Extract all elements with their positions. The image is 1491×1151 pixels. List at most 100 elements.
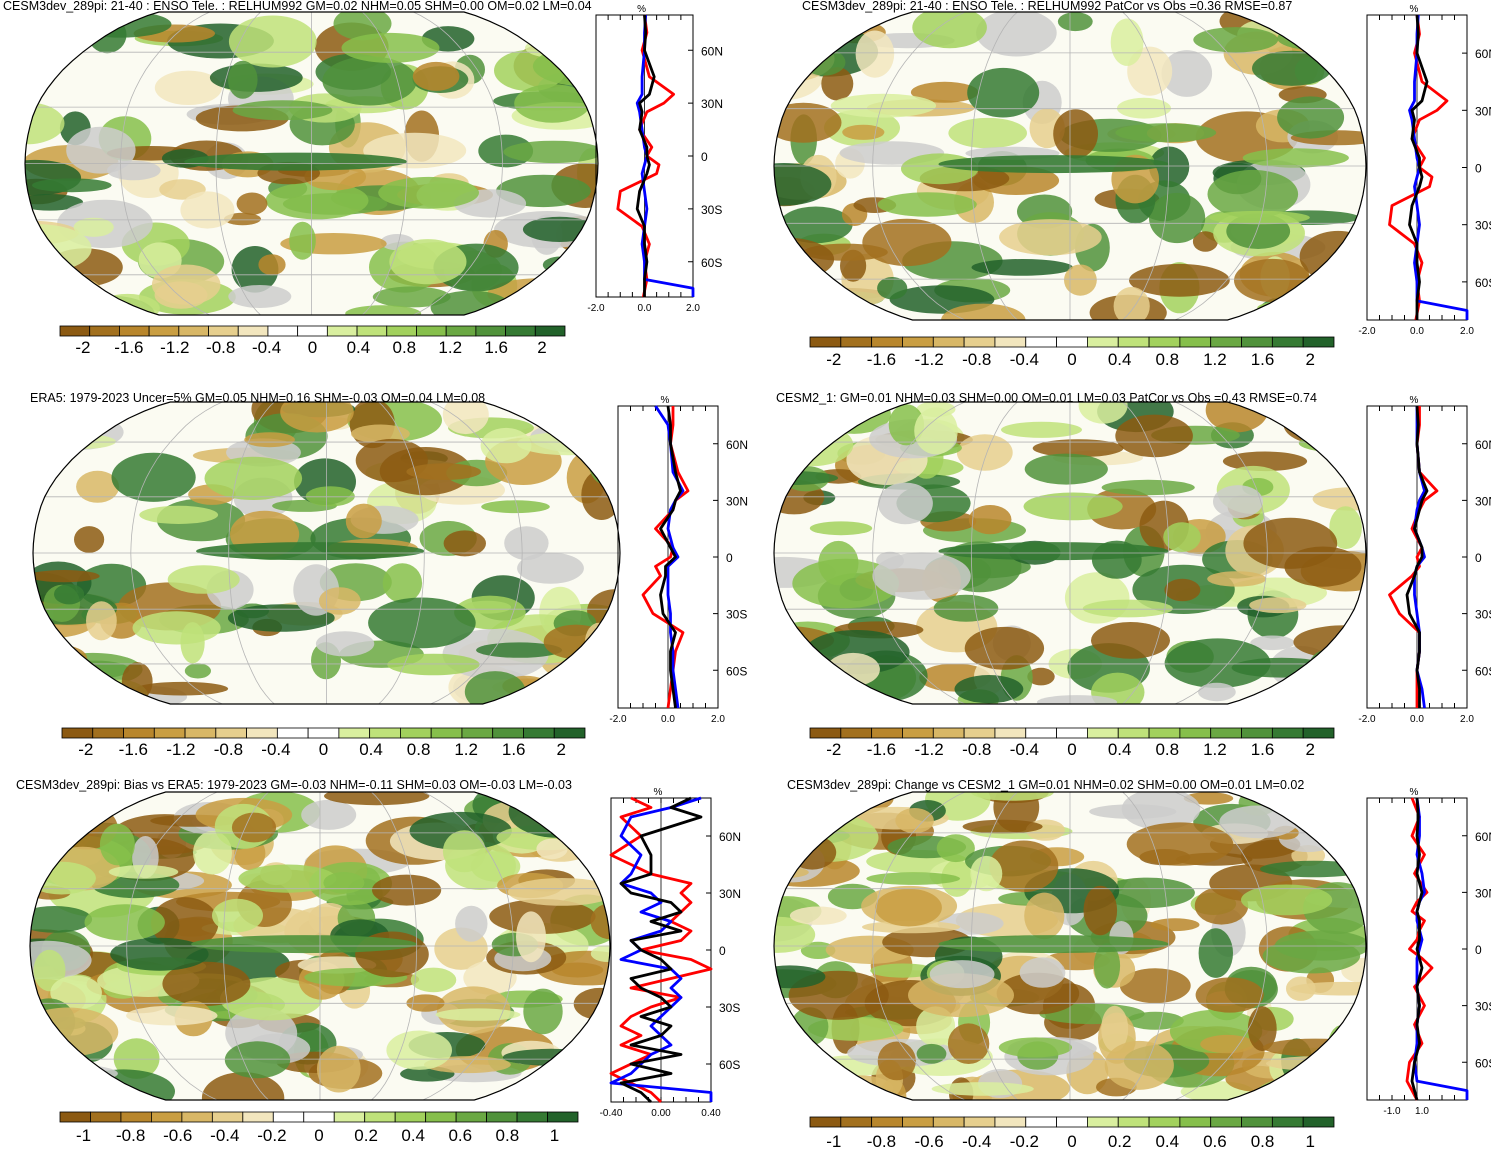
field-blob: [27, 12, 102, 45]
field-blob: [1104, 1040, 1174, 1090]
colorbar-box: [902, 727, 934, 739]
graticule-lon: [1122, 402, 1170, 704]
profile-lat-label: 30N: [1475, 104, 1491, 118]
colorbar-tick-label: 1.2: [1203, 740, 1227, 759]
field-blob: [908, 973, 1014, 1018]
field-blob: [525, 36, 598, 60]
colorbar-box: [505, 325, 536, 337]
field-blob: [30, 796, 66, 814]
field-blob: [35, 1065, 118, 1082]
field-blob: [1078, 402, 1128, 424]
field-blob: [74, 526, 105, 553]
field-blob: [774, 12, 802, 46]
field-blob: [789, 906, 847, 925]
colorbar-box: [148, 325, 180, 337]
colorbar-tick-label: 1.6: [484, 338, 508, 357]
field-blob: [33, 570, 100, 583]
field-blob: [30, 1007, 119, 1057]
field-blob: [151, 264, 221, 305]
field-blob: [136, 681, 229, 696]
field-blob: [305, 486, 355, 507]
field-blob: [84, 904, 165, 941]
colorbar-box: [1025, 727, 1057, 739]
colorbar: -1 -0.8 -0.6 -0.4 -0.2 0 0.2 0.4 0.6 0.8 1: [59, 1111, 579, 1145]
colorbar-tick-label: 0.4: [401, 1126, 425, 1145]
colorbar-tick-label: -0.4: [252, 338, 281, 357]
field-blob: [481, 500, 550, 514]
field-blob: [72, 1069, 175, 1100]
field-blob: [86, 601, 117, 641]
field-blob: [1192, 231, 1218, 252]
field-blob: [954, 675, 1024, 704]
colorbar-tick-label: -2: [826, 740, 841, 759]
map-outline: [24, 11, 599, 316]
field-blob: [1082, 599, 1173, 618]
field-blob: [455, 905, 488, 942]
field-blob: [774, 33, 797, 84]
field-blob: [581, 469, 620, 520]
field-blob: [559, 279, 598, 295]
panel-e: CESM3dev_289pi: Bias vs ERA5: 1979-2023 …: [16, 778, 741, 1145]
colorbar-tick-label: -2: [78, 740, 93, 759]
graticule-lon: [228, 402, 275, 704]
colorbar-box: [445, 325, 477, 337]
field-blob: [382, 563, 423, 603]
field-blob: [776, 1061, 820, 1100]
field-blob: [324, 792, 430, 806]
field-blob: [912, 12, 987, 49]
field-blob: [579, 439, 620, 460]
colorbar-tick-label: 0.4: [359, 740, 383, 759]
profile-series-line: [619, 796, 703, 1104]
field-blob: [1195, 977, 1264, 1013]
field-blob: [504, 526, 549, 560]
colorbar-box: [307, 727, 340, 739]
field-blob: [774, 163, 832, 206]
field-blob: [184, 663, 211, 679]
map-outline: [32, 401, 621, 705]
field-blob: [792, 558, 900, 609]
field-blob: [1198, 928, 1234, 978]
field-blob: [774, 28, 791, 43]
field-blob: [877, 482, 933, 525]
field-blob: [914, 407, 958, 455]
profile-x-label: 0.0: [638, 303, 652, 314]
colorbar-tick-label: 0.8: [496, 1126, 520, 1145]
field-blob: [1126, 1011, 1184, 1030]
zonal-profile: % -2.0 0.0 2.0 60N 30N 0 30S 60S: [1358, 4, 1491, 337]
colorbar-box: [963, 727, 996, 739]
field-blob: [1222, 451, 1308, 472]
colorbar-box: [523, 727, 555, 739]
colorbar-tick-label: -0.4: [210, 1126, 239, 1145]
field-blob: [1129, 263, 1230, 297]
profile-lat-label: 30N: [701, 97, 723, 111]
colorbar-box: [553, 727, 586, 739]
field-blob: [514, 84, 591, 123]
profile-lat-label: 0: [1475, 551, 1482, 565]
field-blob: [244, 432, 295, 448]
field-blob: [895, 808, 934, 834]
field-blob: [66, 126, 136, 174]
colorbar-tick-label: 0.2: [354, 1126, 378, 1145]
profile-x-label: -2.0: [1358, 714, 1376, 725]
colorbar-tick-label: -0.8: [206, 338, 235, 357]
profile-series-line: [609, 796, 713, 1102]
colorbar-box: [178, 325, 209, 337]
profile-unit: %: [661, 395, 670, 406]
profile-lat-label: 30S: [1475, 1000, 1491, 1014]
field-blob: [542, 256, 579, 274]
field-blob: [842, 124, 885, 140]
field-blob: [387, 653, 480, 676]
field-blob: [489, 899, 596, 934]
field-blob: [154, 70, 222, 106]
colorbar-box: [1210, 727, 1242, 739]
graticule-lon: [413, 12, 503, 315]
map-field: [30, 792, 610, 1100]
map-outline: [773, 791, 1367, 1101]
field-blob: [1298, 433, 1366, 453]
field-blob: [443, 530, 486, 557]
colorbar-box: [871, 727, 903, 739]
colorbar-box: [461, 727, 494, 739]
field-blob: [224, 212, 261, 226]
field-blob: [989, 840, 1059, 893]
field-blob: [543, 624, 609, 659]
